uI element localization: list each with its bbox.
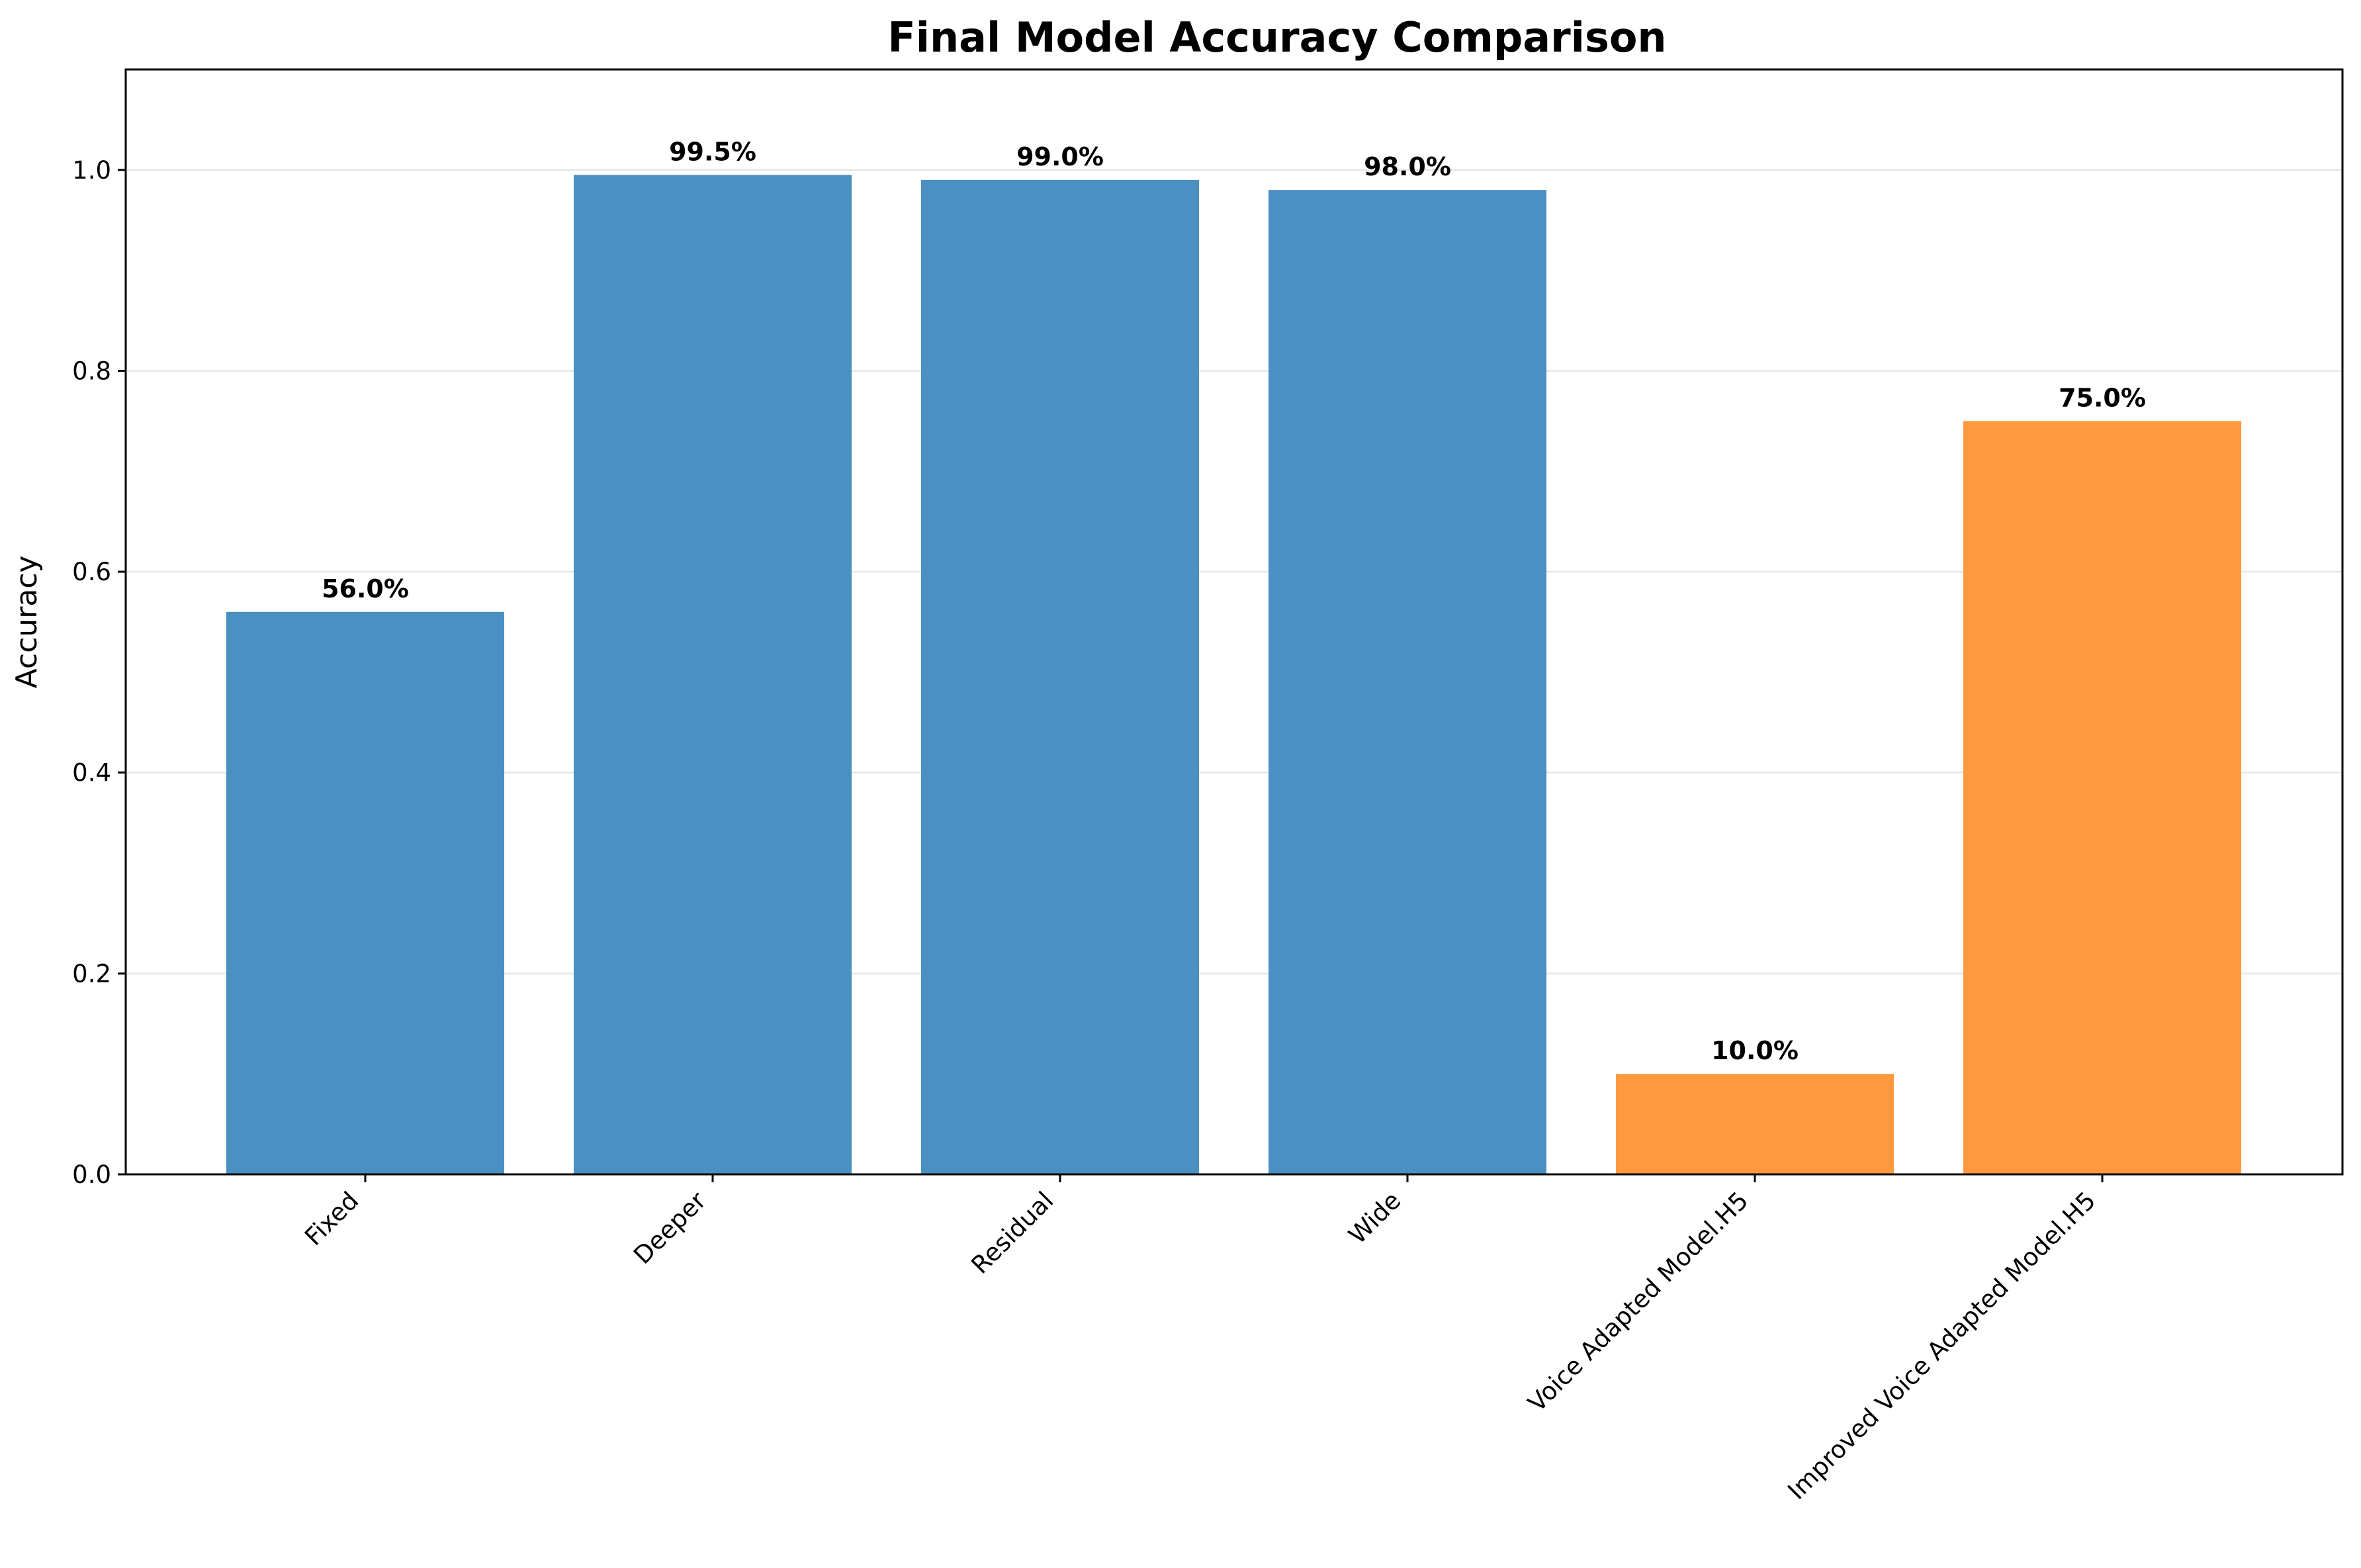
y-tick-label: 0.6 [72, 558, 111, 586]
y-axis-label: Accuracy [10, 556, 44, 689]
x-tick-label: Wide [1343, 1186, 1407, 1250]
y-tick-label: 1.0 [72, 156, 111, 185]
plot-frame [124, 68, 2344, 1176]
bar [921, 180, 1199, 1174]
data-label: 75.0% [2059, 383, 2146, 412]
bar [1963, 421, 2241, 1174]
x-tick-label: Voice Adapted Model.H5 [1523, 1186, 1754, 1417]
data-label: 99.5% [669, 137, 756, 166]
x-tick-label: Residual [965, 1186, 1059, 1280]
y-axis: 0.0 0.2 0.4 0.6 0.8 1.0 [72, 156, 126, 1189]
x-tick-label: Deeper [628, 1186, 712, 1270]
chart-title: Final Model Accuracy Comparison [887, 13, 1666, 62]
data-label: 98.0% [1364, 152, 1451, 181]
y-tick-label: 0.0 [72, 1160, 111, 1189]
y-tick-label: 0.4 [72, 759, 111, 787]
bar [226, 611, 504, 1174]
x-axis: Fixed Deeper Residual Wide Voice Adapted Mod… [299, 1174, 2104, 1505]
bars [226, 175, 2241, 1175]
data-label: 10.0% [1711, 1036, 1799, 1065]
x-tick-label: Improved Voice Adapted Model.H5 [1782, 1186, 2101, 1505]
data-label: 56.0% [322, 574, 409, 603]
y-tick-label: 0.2 [72, 959, 111, 988]
bar [1616, 1074, 1894, 1174]
data-labels: 56.0% 99.5% 99.0% 98.0% 10.0% 75.0% [322, 137, 2146, 1065]
y-tick-label: 0.8 [72, 357, 111, 385]
bar [1269, 190, 1546, 1174]
bar [574, 175, 852, 1175]
data-label: 99.0% [1016, 142, 1104, 171]
x-tick-label: Fixed [299, 1186, 364, 1251]
